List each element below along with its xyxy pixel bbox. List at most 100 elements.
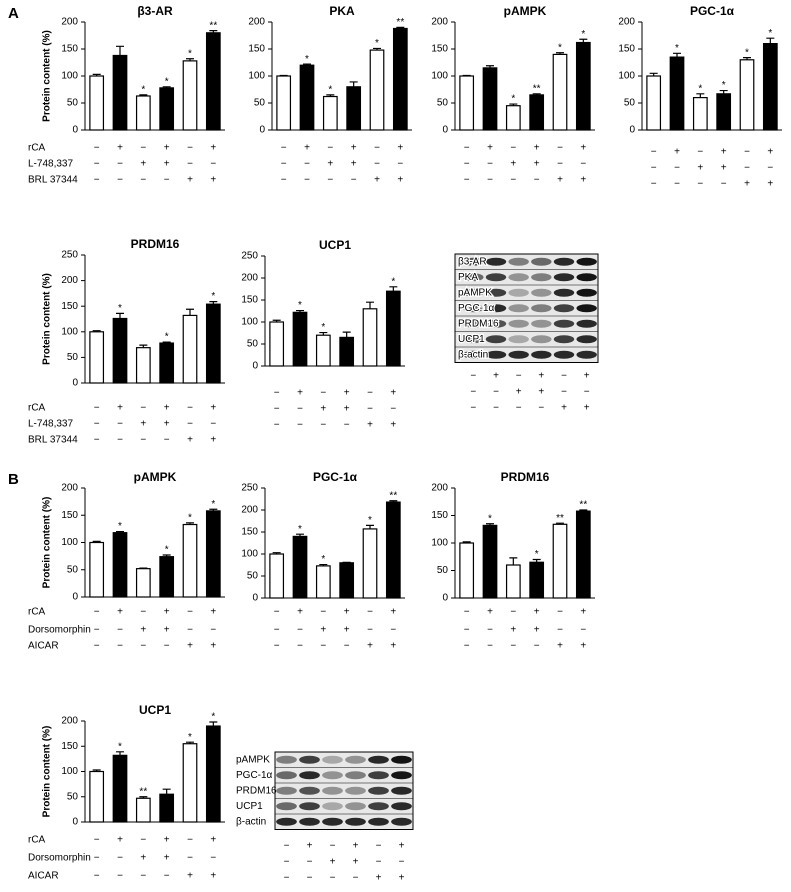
significance-label: * — [581, 29, 585, 40]
significance-label: * — [768, 28, 772, 39]
treatment-sign: − — [284, 841, 290, 852]
treatment-sign: + — [534, 607, 540, 618]
treatment-sign: − — [117, 159, 123, 170]
treatment-sign: − — [399, 857, 405, 868]
y-tick-label: 150 — [248, 44, 265, 55]
treatment-sign: + — [117, 143, 123, 154]
treatment-sign: + — [510, 625, 516, 636]
blot-band — [576, 335, 597, 344]
error-bar — [209, 508, 218, 511]
treatment-sign: − — [721, 179, 727, 190]
significance-label: * — [211, 499, 215, 510]
treatment-sign: − — [140, 175, 146, 186]
significance-label: * — [328, 85, 332, 96]
treatment-sign: − — [327, 175, 333, 186]
significance-label: * — [118, 303, 122, 314]
treatment-sign: − — [510, 175, 516, 186]
error-bar — [396, 26, 405, 29]
treatment-sign: + — [210, 607, 216, 618]
treatment-sign: + — [353, 841, 359, 852]
y-tick-label: 200 — [241, 505, 258, 516]
bar — [762, 42, 778, 131]
treatment-sign: − — [353, 873, 359, 884]
treatment-sign: − — [187, 159, 193, 170]
blot-band — [576, 273, 597, 282]
treatment-sign: − — [493, 387, 499, 398]
y-tick-label: 50 — [247, 339, 259, 350]
treatment-sign: − — [187, 143, 193, 154]
significance-label: * — [375, 38, 379, 49]
blot-band — [276, 802, 297, 811]
y-tick-label: 0 — [72, 592, 78, 603]
treatment-sign: − — [320, 388, 326, 399]
error-bar — [162, 554, 171, 557]
treatment-sign: + — [538, 371, 544, 382]
treatment-sign: + — [140, 419, 146, 430]
error-bar — [92, 73, 101, 76]
treatment-sign: − — [297, 641, 303, 652]
treatment-sign: − — [516, 403, 522, 414]
bar — [669, 56, 685, 131]
treatment-sign: − — [697, 179, 703, 190]
treatment-sign: + — [164, 143, 170, 154]
treatment-sign: + — [210, 175, 216, 186]
treatment-sign: − — [674, 163, 680, 174]
blot-band — [299, 755, 320, 764]
treatment-sign: − — [470, 403, 476, 414]
blot-band — [508, 273, 529, 282]
y-tick-label: 50 — [437, 98, 449, 109]
treatment-sign: − — [374, 159, 380, 170]
y-tick-label: 50 — [254, 98, 266, 109]
bar — [299, 64, 315, 131]
treatment-sign: + — [390, 607, 396, 618]
error-bar — [673, 52, 681, 58]
blot-band — [576, 304, 597, 313]
error-bar — [349, 81, 358, 87]
error-bar — [556, 52, 564, 55]
treatment-sign: + — [164, 419, 170, 430]
blot-band — [391, 817, 412, 826]
significance-label: * — [298, 300, 302, 311]
treatment-sign: − — [284, 857, 290, 868]
chart-title: UCP1 — [319, 238, 351, 252]
y-tick-label: 100 — [61, 71, 78, 82]
error-bar — [462, 541, 471, 543]
blot-band — [553, 304, 575, 313]
error-bar — [209, 721, 218, 727]
treatment-sign: − — [487, 175, 493, 186]
significance-label: * — [698, 83, 702, 94]
significance-label: * — [188, 513, 192, 524]
bar — [112, 532, 128, 598]
error-bar — [116, 312, 124, 319]
blot-band — [576, 288, 597, 297]
y-tick-label: 50 — [624, 98, 636, 109]
treatment-sign: + — [390, 420, 396, 431]
significance-label: * — [321, 322, 325, 333]
treatment-sign: − — [94, 853, 100, 864]
significance-label: * — [305, 54, 309, 65]
error-bar — [279, 74, 288, 77]
treatment-sign: − — [464, 641, 470, 652]
y-tick-label: 150 — [61, 741, 78, 752]
treatment-sign: − — [210, 419, 216, 430]
treatment-sign: + — [187, 871, 193, 882]
treatment-sign: − — [140, 607, 146, 618]
chart-title: pAMPK — [504, 4, 547, 18]
blot-band — [553, 288, 575, 297]
treatment-sign: + — [493, 371, 499, 382]
significance-label: * — [211, 712, 215, 723]
y-tick-label: 200 — [248, 17, 265, 28]
treatment-sign: − — [210, 159, 216, 170]
error-bar — [162, 86, 171, 88]
bar — [182, 314, 198, 384]
y-tick-label: 50 — [67, 352, 79, 363]
y-tick-label: 0 — [442, 125, 448, 136]
significance-label: ** — [209, 20, 217, 31]
significance-label: ** — [389, 490, 397, 501]
bar — [362, 528, 378, 599]
error-bar — [209, 300, 218, 305]
treatment-sign: + — [744, 179, 750, 190]
y-axis-label: Protein content (%) — [42, 30, 53, 122]
blot-band — [322, 771, 343, 780]
